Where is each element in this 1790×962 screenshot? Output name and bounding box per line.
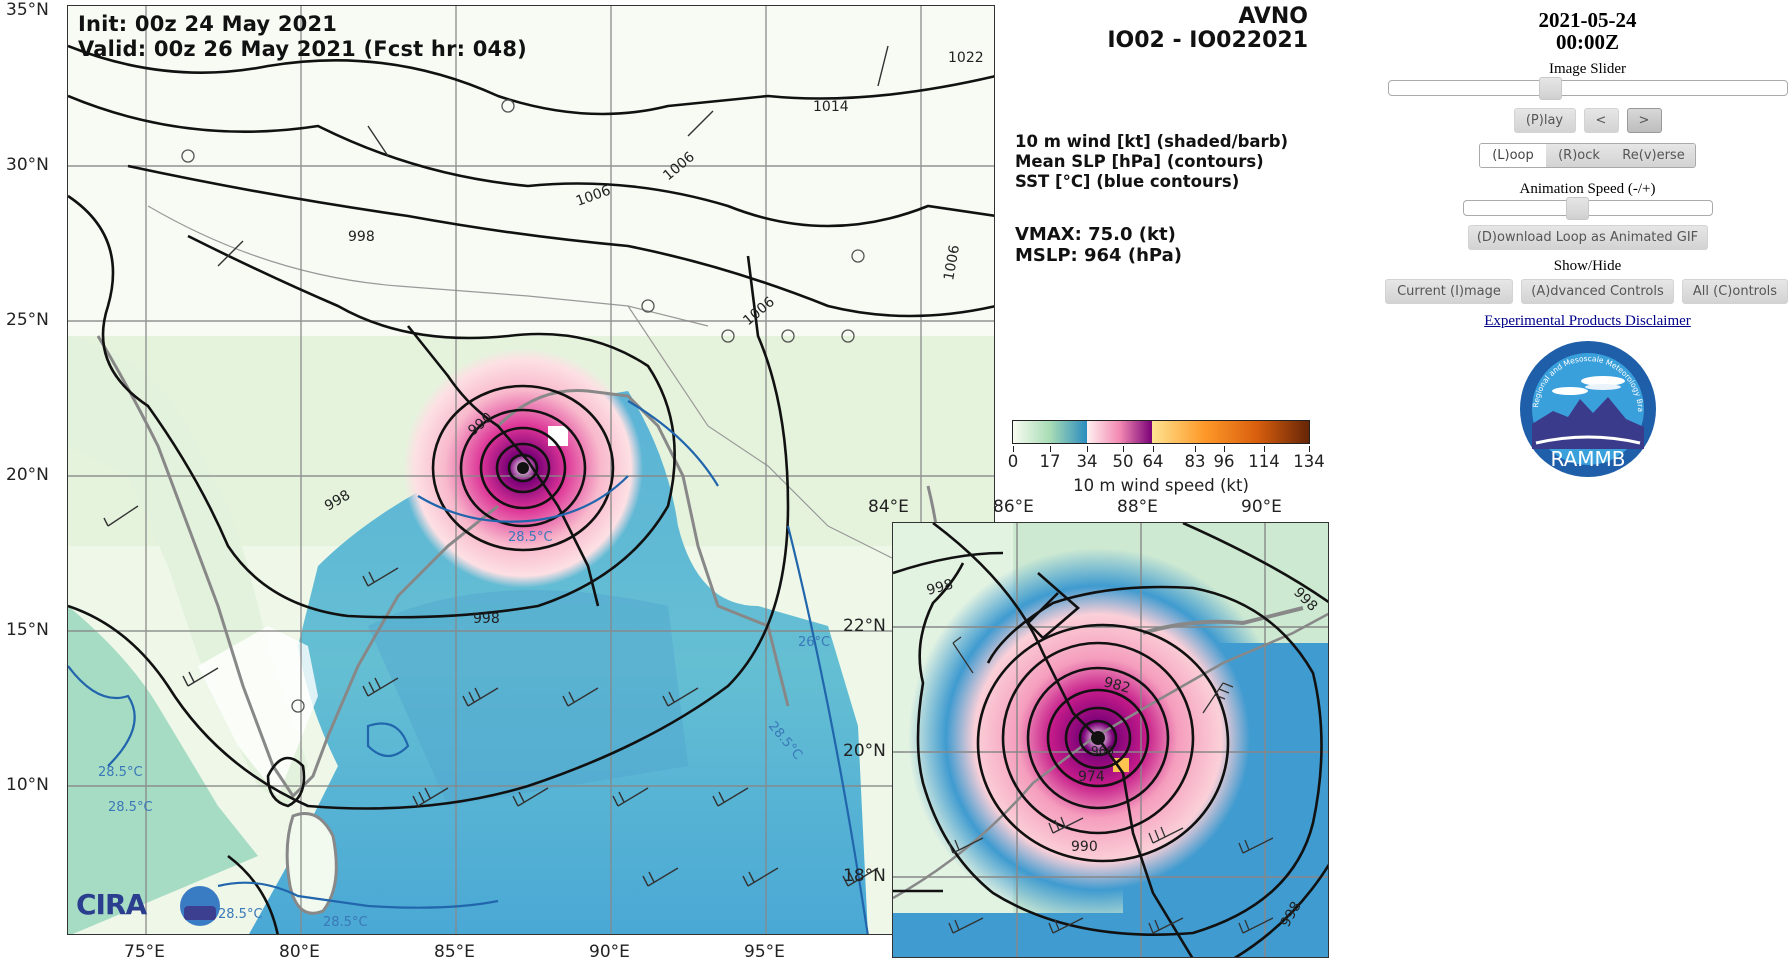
svg-text:28.5°C: 28.5°C [508, 530, 553, 545]
advanced-controls-button[interactable]: (A)dvanced Controls [1521, 279, 1674, 304]
colorbar [1012, 420, 1310, 444]
slp-contours [68, 44, 994, 934]
legend-wind: 10 m wind [kt] (shaded/barb) [1015, 132, 1289, 151]
svg-text:998: 998 [348, 229, 375, 245]
svg-text:998: 998 [473, 611, 500, 627]
storm-center-dot [517, 462, 529, 474]
svg-text:28.5°C: 28.5°C [323, 915, 368, 930]
init-time: Init: 00z 24 May 2021 [78, 12, 338, 36]
svg-text:28.5°C: 28.5°C [218, 907, 263, 922]
current-image-button[interactable]: Current (I)mage [1385, 279, 1513, 304]
show-hide-label: Show/Hide [1553, 258, 1622, 274]
colorbar-tick: 50 [1112, 452, 1134, 471]
lat-label: 25°N [6, 310, 49, 330]
colorbar-tick: 64 [1142, 452, 1164, 471]
lon-label: 95°E [744, 942, 785, 962]
next-frame-button[interactable]: > [1626, 108, 1662, 133]
wind-barbs [103, 45, 889, 887]
inset-lon-label: 90°E [1241, 497, 1282, 517]
mslp-value: MSLP: 964 (hPa) [1015, 245, 1182, 266]
reverse-button[interactable]: Re(v)erse [1612, 144, 1695, 167]
animation-controls: 2021-05-24 00:00Z Image Slider (P)lay < … [1385, 0, 1790, 479]
colorbar-tick: 114 [1248, 452, 1280, 471]
inset-storm-center-dot [1091, 731, 1105, 745]
colorbar-tick: 17 [1039, 452, 1061, 471]
image-slider[interactable] [1387, 77, 1788, 100]
all-controls-button[interactable]: All (C)ontrols [1682, 279, 1788, 304]
rock-button[interactable]: (R)ock [1546, 144, 1612, 167]
wind-field-map: 1022 1014 1006 1006 1006 1006 998 998 99… [68, 6, 994, 934]
svg-text:966: 966 [1091, 744, 1114, 758]
svg-text:1006: 1006 [941, 244, 963, 282]
speed-label: Animation Speed (-/+) [1519, 181, 1656, 197]
legend-sst: SST [°C] (blue contours) [1015, 172, 1240, 191]
lat-label: 35°N [6, 0, 49, 20]
loop-mode-group: (L)oop (R)ock Re(v)erse [1479, 143, 1696, 168]
lat-label: 30°N [6, 155, 49, 175]
lat-label: 15°N [6, 620, 49, 640]
loop-button[interactable]: (L)oop [1480, 144, 1546, 167]
play-button[interactable]: (P)lay [1513, 108, 1576, 133]
cira-logo: CIRA [76, 888, 147, 921]
lon-label: 85°E [434, 942, 475, 962]
inset-lat-label: 22°N [843, 616, 886, 636]
inset-lon-label: 84°E [868, 497, 909, 517]
svg-text:28.5°C: 28.5°C [108, 800, 153, 815]
model-name: AVNO [1238, 4, 1308, 29]
lon-label: 90°E [589, 942, 630, 962]
inset-map: 998 998 998 990 982 974 966 [892, 522, 1329, 958]
svg-text:974: 974 [1078, 769, 1105, 785]
svg-text:998: 998 [925, 576, 955, 598]
disclaimer-link[interactable]: Experimental Products Disclaimer [1484, 313, 1691, 329]
rammb-logo-small [180, 886, 220, 926]
image-slider-label: Image Slider [1548, 61, 1627, 77]
vmax-value: VMAX: 75.0 (kt) [1015, 224, 1176, 245]
image-slider-thumb[interactable] [1538, 77, 1562, 100]
inset-lon-label: 88°E [1117, 497, 1158, 517]
lat-label: 10°N [6, 775, 49, 795]
storm-id: IO02 - IO022021 [1107, 28, 1308, 53]
svg-text:1022: 1022 [948, 50, 984, 66]
main-map: 1022 1014 1006 1006 1006 1006 998 998 99… [67, 5, 995, 935]
svg-text:28.5°C: 28.5°C [98, 765, 143, 780]
lat-label: 20°N [6, 465, 49, 485]
colorbar-title: 10 m wind speed (kt) [1073, 476, 1249, 495]
svg-text:1014: 1014 [813, 99, 849, 115]
rammb-logo: RAMMB Regional and Mesoscale Meteorology… [1515, 332, 1658, 479]
current-date: 2021-05-24 [1538, 8, 1637, 32]
current-time: 00:00Z [1556, 30, 1619, 54]
sst-contours [68, 400, 869, 934]
inset-wind-field: 998 998 998 990 982 974 966 [893, 523, 1328, 957]
inset-slp-contours [893, 523, 1328, 957]
inset-lat-label: 18°N [843, 866, 886, 886]
prev-frame-button[interactable]: < [1583, 108, 1619, 133]
colorbar-tick: 96 [1213, 452, 1235, 471]
colorbar-tick: 134 [1293, 452, 1325, 471]
speed-slider[interactable] [1462, 197, 1713, 220]
colorbar-tick: 0 [1007, 452, 1019, 471]
inset-lon-label: 86°E [993, 497, 1034, 517]
svg-text:26°C: 26°C [798, 635, 830, 650]
legend-slp: Mean SLP [hPa] (contours) [1015, 152, 1264, 171]
colorbar-tick: 34 [1076, 452, 1098, 471]
svg-text:982: 982 [1102, 674, 1132, 696]
inset-lat-label: 20°N [843, 741, 886, 761]
speed-slider-thumb[interactable] [1565, 197, 1589, 220]
svg-text:990: 990 [1071, 839, 1098, 855]
valid-time: Valid: 00z 26 May 2021 (Fcst hr: 048) [78, 37, 527, 61]
svg-text:RAMMB: RAMMB [1550, 447, 1625, 471]
lon-label: 80°E [279, 942, 320, 962]
lon-label: 75°E [124, 942, 165, 962]
download-gif-button[interactable]: (D)ownload Loop as Animated GIF [1467, 225, 1708, 250]
colorbar-tick: 83 [1184, 452, 1206, 471]
